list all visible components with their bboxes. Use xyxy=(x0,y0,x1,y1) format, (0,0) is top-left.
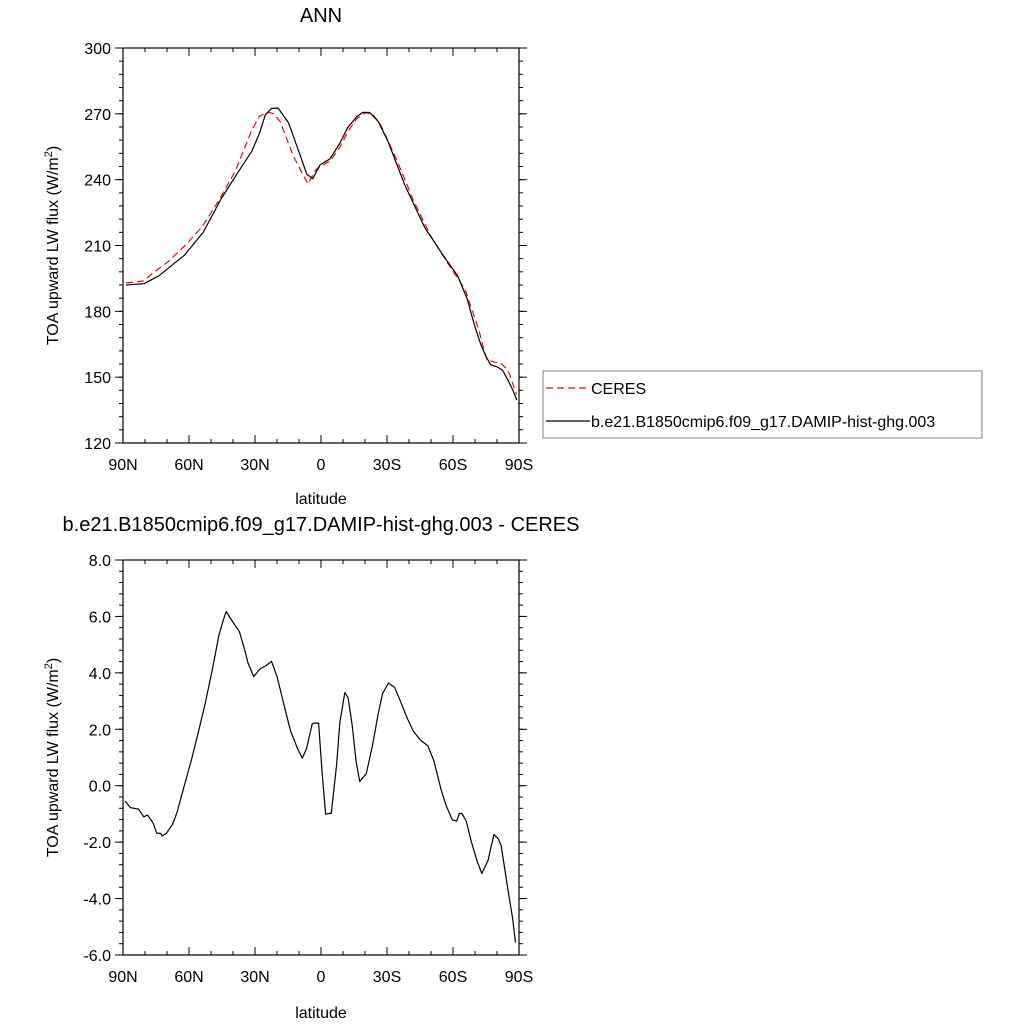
legend-entry-ceres: CERES xyxy=(591,381,646,398)
legend-box xyxy=(542,370,983,439)
difference-chart: b.e21.B1850cmip6.f09_g17.DAMIP-hist-ghg.… xyxy=(43,514,579,1022)
x-tick-label: 30N xyxy=(240,457,269,474)
x-tick-label: 30S xyxy=(373,457,401,474)
y-tick-label: 6.0 xyxy=(89,609,111,626)
y-axis-label: TOA upward LW flux (W/m2) xyxy=(43,658,62,857)
y-tick-label: 150 xyxy=(84,370,111,387)
x-tick-label: 90S xyxy=(505,969,533,986)
x-tick-label: 60N xyxy=(174,969,203,986)
y-tick-label: 8.0 xyxy=(89,553,111,570)
axis-ticks: 90N 60N 30N 0 30S 60S 90S 120 150 180 210 240 270 300 xyxy=(84,41,533,474)
chart-title: b.e21.B1850cmip6.f09_g17.DAMIP-hist-ghg.… xyxy=(63,514,580,536)
series-line-b xyxy=(126,107,518,401)
series-lines xyxy=(124,610,517,943)
x-tick-label: 60S xyxy=(439,969,467,986)
x-tick-label: 30S xyxy=(373,969,401,986)
y-tick-label: 270 xyxy=(84,107,111,124)
axis-ticks: 90N 60N 30N 0 30S 60S 90S -6.0 -4.0 -2.0 0.0 2.0 4.0… xyxy=(83,553,533,986)
plot-frame xyxy=(122,47,520,444)
x-axis-label: latitude xyxy=(295,491,347,508)
x-tick-label: 0 xyxy=(317,457,326,474)
x-tick-label: 30N xyxy=(240,969,269,986)
y-tick-label: 120 xyxy=(84,436,111,453)
x-tick-label: 60N xyxy=(174,457,203,474)
x-tick-label: 90N xyxy=(108,457,137,474)
y-tick-label: 300 xyxy=(84,41,111,58)
legend: CERES b.e21.B1850cmip6.f09_g17.DAMIP-his… xyxy=(542,370,983,439)
x-tick-label: 0 xyxy=(317,969,326,986)
series-lines xyxy=(126,107,518,401)
legend-entry-model: b.e21.B1850cmip6.f09_g17.DAMIP-hist-ghg.… xyxy=(591,414,935,431)
plot-frame xyxy=(122,559,520,956)
y-tick-label: 180 xyxy=(84,304,111,321)
x-tick-label: 60S xyxy=(439,457,467,474)
y-tick-label: -6.0 xyxy=(83,948,111,965)
zonal-mean-chart: ANN TOA upward LW flux (W/m2) latitude 9… xyxy=(43,5,983,508)
y-axis-label: TOA upward LW flux (W/m2) xyxy=(43,146,62,345)
y-tick-label: 210 xyxy=(84,239,111,256)
chart-title: ANN xyxy=(300,5,342,27)
y-tick-label: 240 xyxy=(84,173,111,190)
y-tick-label: 0.0 xyxy=(89,779,111,796)
y-tick-label: 2.0 xyxy=(89,722,111,739)
y-tick-label: 4.0 xyxy=(89,666,111,683)
series-line-difference xyxy=(124,610,517,943)
series-line-ceres xyxy=(126,111,518,395)
x-tick-label: 90S xyxy=(505,457,533,474)
y-tick-label: -4.0 xyxy=(83,892,111,909)
x-tick-label: 90N xyxy=(108,969,137,986)
y-tick-label: -2.0 xyxy=(83,835,111,852)
x-axis-label: latitude xyxy=(295,1005,347,1022)
